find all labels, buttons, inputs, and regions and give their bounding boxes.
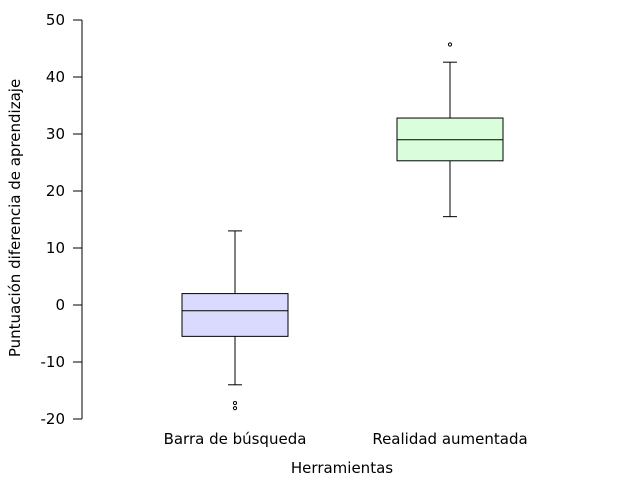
y-tick-label: 20 bbox=[46, 182, 65, 200]
y-tick-label: 40 bbox=[46, 68, 65, 86]
y-tick-label: -10 bbox=[41, 353, 66, 371]
box-plot-1 bbox=[181, 230, 289, 411]
outlier-point bbox=[232, 400, 238, 406]
x-axis-title: Herramientas bbox=[291, 459, 393, 477]
x-tick-label: Realidad aumentada bbox=[372, 430, 527, 448]
y-tick-label: -20 bbox=[41, 410, 66, 428]
y-axis-title: Puntuación diferencia de aprendizaje bbox=[6, 79, 24, 357]
y-tick-label: 30 bbox=[46, 125, 65, 143]
x-axis-tick-labels: Barra de búsqueda Realidad aumentada bbox=[164, 430, 528, 448]
outlier-point bbox=[232, 406, 238, 411]
box-plot-series bbox=[181, 42, 504, 411]
y-tick-label: 0 bbox=[55, 296, 65, 314]
x-tick-label: Barra de búsqueda bbox=[164, 430, 307, 448]
y-tick-label: 50 bbox=[46, 11, 65, 29]
box-plot-2 bbox=[396, 42, 504, 218]
y-tick-label: 10 bbox=[46, 239, 65, 257]
iqr-box bbox=[181, 293, 289, 337]
y-axis: -20 -10 0 10 20 30 40 50 bbox=[41, 11, 83, 428]
outlier-point bbox=[447, 42, 453, 47]
